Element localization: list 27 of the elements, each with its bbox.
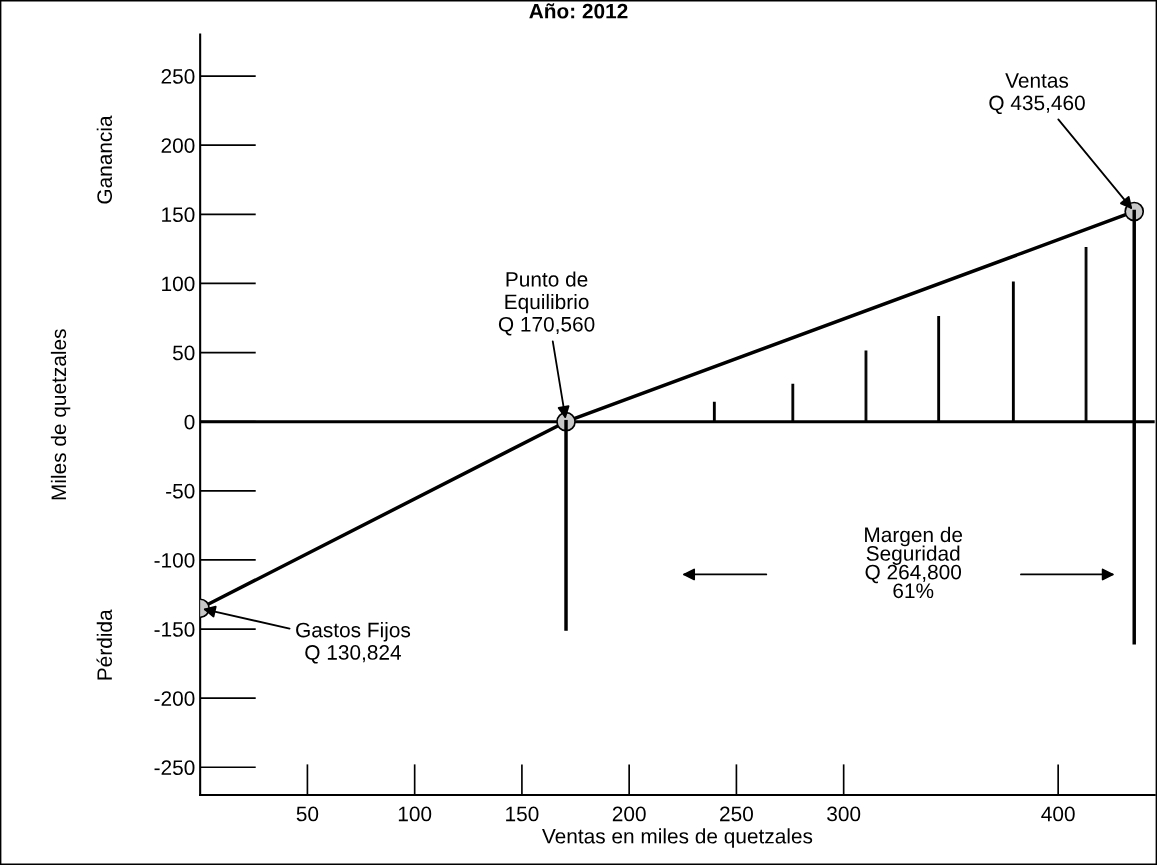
text: Pérdida: [96, 609, 113, 680]
annotation: Ventas Q 435,460: [989, 73, 1085, 115]
x-tick-label: 50: [296, 806, 319, 822]
x-axis-title: Ventas en miles de quetzales: [542, 828, 813, 848]
y-tick-label: -100: [154, 552, 195, 568]
y-tick-label: 100: [162, 276, 195, 292]
annotation: Gastos Fijos Q 130,824: [296, 622, 411, 664]
y-tick-label: 0: [184, 414, 195, 430]
y-tick-label: 150: [162, 207, 195, 223]
y-tick-label: -50: [166, 483, 195, 499]
annotation: Punto de Equilibrio Q 170,560: [498, 271, 595, 336]
x-tick-label: 100: [398, 806, 432, 822]
y-tick-label: 50: [172, 345, 195, 361]
annotation: Margen de Seguridad Q 264,800 61%: [865, 526, 963, 599]
y-tick-label: 200: [161, 138, 195, 153]
x-tick-label: 250: [720, 806, 753, 822]
text: Ganancia: [96, 115, 113, 204]
y-axis-title: Miles de quetzales: [50, 329, 71, 500]
x-tick-label: 300: [827, 806, 861, 822]
y-tick-label: -150: [154, 622, 195, 637]
x-tick-label: 150: [506, 806, 539, 822]
x-tick-label: 200: [612, 806, 646, 822]
y-tick-label: -250: [154, 760, 195, 776]
y-tick-label: 250: [161, 69, 195, 84]
x-tick-label: 400: [1041, 806, 1075, 822]
chart-title: Año: 2012: [529, 3, 628, 19]
y-tick-label: -200: [154, 691, 195, 706]
